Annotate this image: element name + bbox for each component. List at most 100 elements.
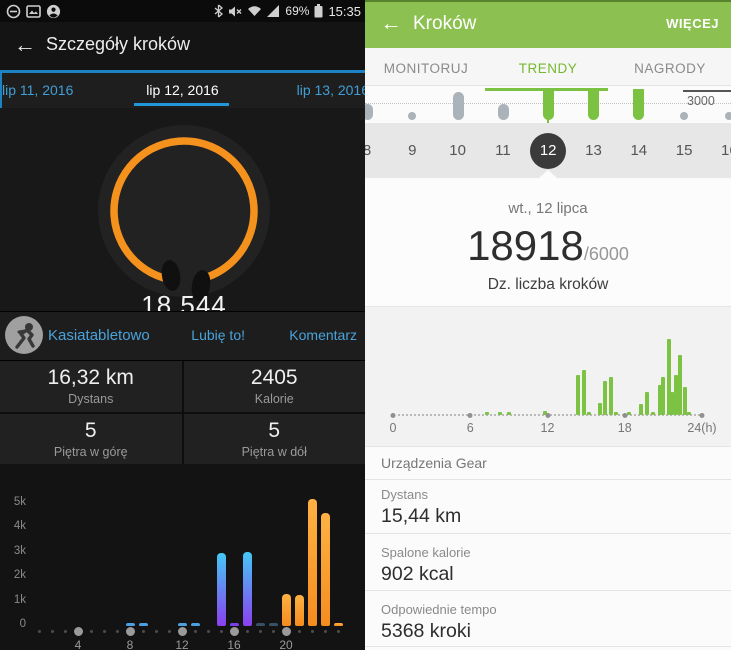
chart-bar [644, 392, 649, 415]
date-cell[interactable]: 12 [528, 123, 568, 178]
y-axis-label: 0 [19, 618, 26, 630]
chart-bar [190, 623, 200, 626]
like-button[interactable]: Lubię to! [191, 327, 245, 343]
goal-value-label: 3000 [687, 94, 715, 108]
chart-bar [639, 404, 644, 415]
date-cell[interactable]: 11 [495, 142, 511, 159]
date-cell[interactable]: 8 [365, 142, 372, 159]
bluetooth-icon [214, 4, 224, 18]
more-button[interactable]: WIĘCEJ [666, 16, 719, 31]
statusbar-sliver [365, 0, 731, 2]
x-axis-minor-dot [323, 630, 327, 633]
selected-day-tick [547, 119, 550, 123]
section-header: Urządzenia Gear [381, 455, 487, 471]
date-cell[interactable]: 14 [630, 142, 648, 159]
chart-bar [229, 623, 239, 626]
date-cell[interactable]: 13 [585, 142, 602, 159]
chart-bar [674, 375, 679, 415]
user-name-link[interactable]: Kasiatabletowo [48, 327, 150, 344]
date-cell[interactable]: 10 [449, 142, 466, 159]
summary-steps: 18918/6000 [365, 222, 731, 270]
stat-label: Kalorie [254, 392, 294, 407]
x-axis-major-dot [73, 627, 83, 636]
x-axis-minor-dot [50, 630, 54, 633]
battery-percent: 69% [285, 4, 310, 18]
item-label: Dystans [381, 487, 428, 502]
user-avatar[interactable] [5, 316, 43, 354]
daily-summary-card [365, 178, 731, 306]
selected-date[interactable]: 12 [530, 132, 567, 169]
x-axis-tick-dot [545, 413, 550, 418]
tab-trends[interactable]: TRENDY [518, 61, 578, 76]
mute-icon [229, 6, 242, 16]
battery-icon [314, 4, 323, 18]
x-axis-label: 0 [389, 421, 397, 435]
x-axis-tick-dot [699, 413, 705, 418]
chart-bar [242, 552, 252, 626]
y-axis-label: 4k [13, 520, 26, 532]
header-title: Kroków [413, 13, 477, 34]
chart-bar [255, 623, 265, 626]
back-arrow-icon[interactable]: ← [14, 32, 36, 57]
x-axis-label: 16 [227, 638, 241, 650]
chart-bar [216, 553, 226, 626]
back-arrow-icon[interactable]: ← [380, 12, 402, 35]
chart-bar [608, 377, 613, 415]
x-axis-major-dot [177, 627, 187, 636]
chart-bar [626, 412, 631, 415]
summary-date: wt., 12 lipca [508, 200, 588, 217]
x-axis-label: 4 [74, 638, 82, 650]
chart-bar [687, 412, 692, 415]
summary-caption: Dz. liczba kroków [487, 276, 609, 293]
x-axis-minor-dot [336, 630, 340, 633]
detail-list: Urządzenia Gear Dystans 15,44 km Spalone… [365, 446, 731, 650]
chart-bar [294, 595, 304, 626]
x-axis-label: 24(h) [687, 421, 717, 435]
comment-button[interactable]: Komentarz [289, 327, 357, 343]
date-selector: 8 9 10 11 12 13 14 15 16 [365, 123, 731, 178]
title-bar [0, 22, 365, 70]
tab-next-day[interactable]: lip 13, 2016 [296, 82, 365, 98]
chart-bar [670, 392, 675, 415]
item-value: 902 kcal [381, 563, 454, 585]
y-axis-label: 5k [13, 496, 26, 508]
stat-label: Dystans [68, 392, 114, 407]
y-axis-label: 2k [13, 569, 26, 581]
clock: 15:35 [328, 3, 361, 19]
trend-dot [408, 112, 417, 120]
chart-bar [613, 412, 618, 415]
x-axis-label: 12 [175, 638, 189, 650]
stat-value: 5 [268, 418, 281, 442]
shealth-steps-screen: ← Kroków WIĘCEJ MONITORUJ TRENDY NAGRODY… [365, 0, 731, 650]
date-cell[interactable]: 15 [675, 142, 693, 159]
x-axis-minor-dot [258, 630, 262, 633]
tab-current-day[interactable]: lip 12, 2016 [146, 82, 219, 98]
stat-label: Piętra w górę [53, 444, 128, 459]
chart-bar [542, 411, 547, 415]
x-axis-minor-dot [141, 630, 145, 633]
date-cell[interactable]: 9 [408, 142, 417, 159]
chart-bar [307, 499, 317, 626]
x-axis-minor-dot [219, 630, 223, 633]
tab-monitor[interactable]: MONITORUJ [383, 61, 469, 76]
stat-label: Piętra w dół [241, 444, 307, 459]
tab-bar [365, 48, 731, 86]
chart-bar [603, 381, 608, 415]
x-axis-minor-dot [167, 630, 171, 633]
tab-rewards[interactable]: NAGRODY [634, 61, 706, 76]
item-value: 15,44 km [381, 505, 462, 527]
x-axis-minor-dot [310, 630, 314, 633]
chart-bar [484, 412, 489, 415]
x-axis-major-dot [281, 627, 291, 636]
dnd-icon [6, 4, 21, 18]
item-label: Odpowiednie tempo [381, 602, 497, 617]
tab-prev-day[interactable]: lip 11, 2016 [2, 82, 74, 98]
date-cell[interactable]: 16 [721, 142, 731, 159]
steps-value: 18918 [467, 222, 584, 269]
divider [365, 590, 731, 591]
stat-floors-down: 5 Piętra w dół [183, 413, 365, 464]
item-label: Spalone kalorie [381, 545, 471, 560]
stats-grid: 16,32 km Dystans 2405 Kalorie 5 Piętra w… [0, 361, 365, 464]
chart-bar [678, 355, 683, 415]
card-notch [539, 170, 557, 178]
